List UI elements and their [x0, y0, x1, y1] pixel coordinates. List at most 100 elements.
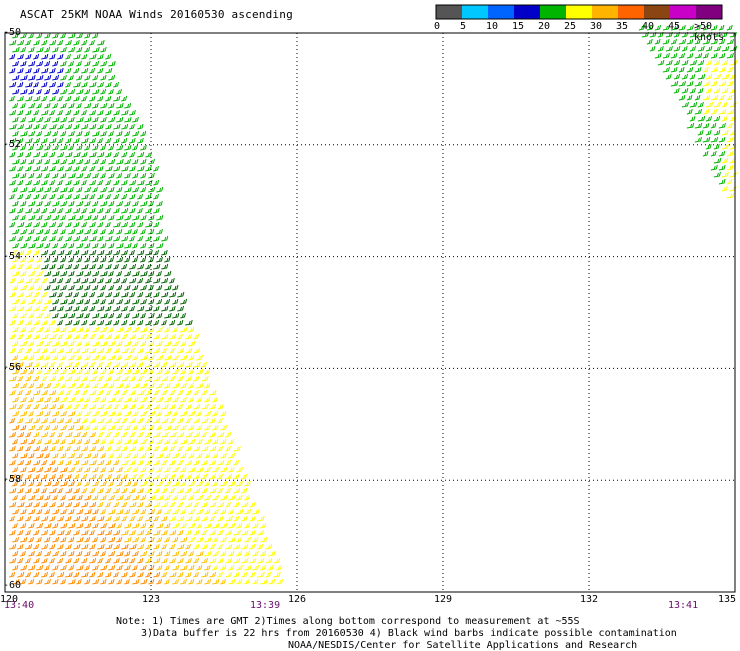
wind-barb	[718, 24, 725, 31]
wind-barb	[108, 270, 114, 277]
wind-barb	[132, 256, 138, 263]
wind-barb	[73, 193, 80, 200]
wind-barb	[654, 24, 662, 31]
wind-barb	[89, 305, 96, 312]
wind-barb	[121, 95, 128, 102]
wind-barb	[73, 39, 80, 46]
wind-barb	[188, 564, 195, 571]
wind-barb	[249, 571, 256, 578]
wind-barb	[156, 228, 163, 235]
wind-barb	[92, 424, 99, 431]
wind-barb	[145, 333, 151, 340]
wind-barb	[145, 179, 153, 186]
wind-barb	[33, 375, 40, 382]
wind-barb	[68, 200, 75, 207]
wind-barb	[140, 424, 147, 431]
wind-barb	[36, 368, 43, 375]
wind-barb	[17, 53, 24, 60]
wind-barb	[92, 270, 100, 277]
wind-barb	[145, 529, 152, 536]
wind-barb	[121, 403, 128, 410]
wind-barb	[100, 284, 107, 291]
wind-barb	[132, 452, 139, 459]
wind-barb	[132, 564, 138, 571]
wind-barb	[252, 564, 260, 571]
wind-barb	[81, 403, 88, 410]
wind-barb	[124, 214, 132, 221]
wind-barb	[33, 501, 40, 508]
wind-barb	[670, 66, 678, 73]
wind-barb	[116, 508, 124, 515]
wind-barb	[84, 494, 92, 501]
wind-barb	[113, 445, 121, 452]
wind-barb	[49, 529, 56, 536]
wind-barb	[161, 501, 169, 508]
wind-barb	[100, 102, 108, 109]
wind-barb	[121, 123, 129, 130]
wind-barb	[68, 396, 76, 403]
wind-barb	[212, 438, 219, 445]
wind-barb	[124, 466, 131, 473]
wind-barb	[196, 396, 202, 403]
wind-barb	[694, 136, 702, 143]
wind-barb	[113, 193, 120, 200]
wind-barb	[164, 424, 172, 431]
wind-barb	[209, 389, 217, 396]
wind-barb	[225, 557, 232, 564]
wind-barb	[164, 354, 172, 361]
wind-barb	[89, 249, 97, 256]
wind-barb	[196, 438, 203, 445]
wind-barb	[137, 277, 144, 284]
wind-barb	[673, 87, 680, 94]
wind-barb	[212, 466, 219, 473]
wind-barb	[57, 179, 63, 186]
wind-barb	[84, 158, 91, 165]
wind-barb	[105, 235, 113, 242]
wind-barb	[124, 494, 131, 501]
wind-barb	[65, 417, 72, 424]
wind-barb	[153, 473, 161, 480]
wind-barb	[196, 550, 204, 557]
wind-barb	[33, 473, 40, 480]
wind-barb	[665, 59, 673, 66]
wind-barb	[12, 172, 20, 179]
wind-barb	[140, 396, 148, 403]
wind-barb	[57, 305, 64, 312]
wind-barb	[92, 340, 100, 347]
wind-barb	[9, 431, 16, 438]
wind-barb	[57, 67, 64, 74]
wind-barb	[116, 144, 124, 151]
wind-barb	[81, 557, 88, 564]
wind-barb	[729, 59, 738, 66]
wind-barb	[73, 165, 80, 172]
wind-barb	[116, 228, 123, 235]
wind-barb	[172, 312, 180, 319]
wind-barb	[180, 298, 188, 305]
wind-barb	[193, 333, 200, 340]
wind-barb	[76, 326, 84, 333]
wind-barb	[662, 38, 670, 45]
wind-barb	[44, 172, 50, 179]
wind-barb	[132, 424, 138, 431]
wind-barb	[710, 38, 719, 45]
wind-barb	[129, 165, 136, 172]
wind-barb	[193, 515, 200, 522]
wind-barb	[204, 480, 210, 487]
wind-barb	[57, 249, 65, 256]
wind-barb	[220, 438, 227, 445]
wind-barb	[244, 550, 250, 557]
wind-barb	[49, 39, 57, 46]
wind-barb	[124, 382, 131, 389]
wind-barb	[177, 529, 184, 536]
wind-barb	[145, 263, 152, 270]
wind-barb	[33, 249, 40, 256]
wind-barb	[726, 192, 735, 199]
wind-barb	[156, 284, 163, 291]
wind-barb	[713, 45, 721, 52]
wind-barb	[100, 214, 107, 221]
wind-barb	[60, 354, 67, 361]
wind-barb	[44, 186, 52, 193]
wind-barb	[172, 284, 179, 291]
wind-barb	[129, 501, 137, 508]
wind-barb	[12, 480, 19, 487]
